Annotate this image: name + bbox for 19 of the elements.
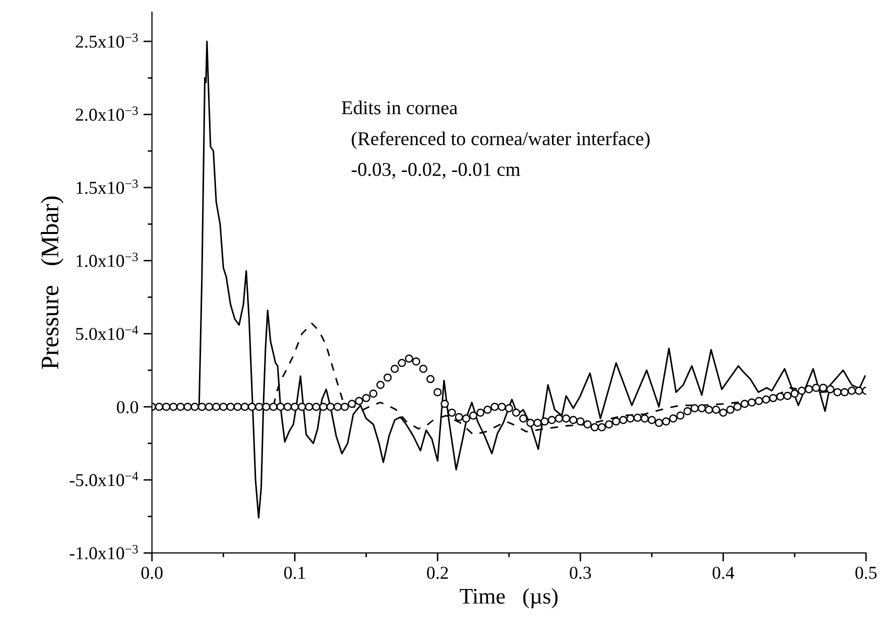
y-tick-label: -5.0x10$^{−4}$ xyxy=(70,472,138,486)
annotation: (Referenced to cornea/water interface) xyxy=(352,131,650,150)
y-axis-title: Pressure (Mbar) xyxy=(40,196,64,369)
x-tick-label: 0.0 xyxy=(141,566,163,579)
x-tick-label: 0.4 xyxy=(712,566,734,579)
y-tick-label: 2.5x10$^{−3}$ xyxy=(76,33,138,48)
annotation: Edits in cornea xyxy=(342,100,458,114)
y-tick-label: 1.0x10$^{−3}$ xyxy=(76,252,138,268)
x-tick-label: 0.2 xyxy=(426,566,448,579)
y-tick-label: 5.0x10$^{−4}$ xyxy=(76,326,138,340)
y-tick-label: -1.0x10$^{−3}$ xyxy=(70,544,138,560)
x-tick-label: 0.1 xyxy=(284,566,305,579)
x-tick-label: 0.3 xyxy=(570,566,591,579)
y-tick-label: 0.0 xyxy=(116,401,138,414)
x-tick-label: 0.5 xyxy=(855,566,877,579)
annotation: -0.03, -0.02, -0.01 cm xyxy=(352,162,520,179)
y-tick-label: 2.0x10$^{−3}$ xyxy=(76,106,138,121)
y-tick-label: 1.5x10$^{−3}$ xyxy=(76,180,138,194)
x-axis-title: Time (µs) xyxy=(460,588,558,608)
